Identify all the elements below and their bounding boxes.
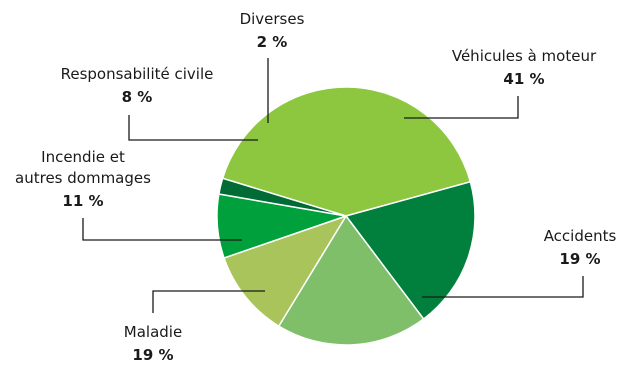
slice-value-diverses: 2 % xyxy=(257,33,288,51)
slice-value-incendie: 11 % xyxy=(62,192,103,210)
leader-lines xyxy=(82,58,584,313)
slice-value-accidents: 19 % xyxy=(559,250,600,268)
pie-slice-diverses xyxy=(218,177,347,217)
pie-slice-maladie xyxy=(277,214,425,346)
slice-label-incendie-line2: autres dommages xyxy=(15,169,151,187)
pie-slices xyxy=(216,86,476,346)
slice-value-maladie: 19 % xyxy=(132,346,173,364)
slice-label-diverses: Diverses xyxy=(240,10,305,28)
slice-label-responsabilite: Responsabilité civile xyxy=(61,65,214,83)
slice-label-accidents: Accidents xyxy=(544,227,617,245)
leader-line-incendie xyxy=(82,218,242,241)
pie-slice-incendie xyxy=(223,214,348,328)
slice-label-vehicules: Véhicules à moteur xyxy=(452,47,597,65)
slice-label-incendie-line1: Incendie et xyxy=(41,148,125,166)
leader-line-responsabilite xyxy=(128,115,258,141)
slice-value-responsabilite: 8 % xyxy=(122,88,153,106)
slice-value-vehicules: 41 % xyxy=(503,70,544,88)
leader-line-accidents xyxy=(422,276,584,298)
pie-slice-accidents xyxy=(344,180,476,321)
leader-line-maladie xyxy=(152,290,265,313)
leader-line-vehicules xyxy=(404,96,519,119)
slice-label-maladie: Maladie xyxy=(124,323,182,341)
